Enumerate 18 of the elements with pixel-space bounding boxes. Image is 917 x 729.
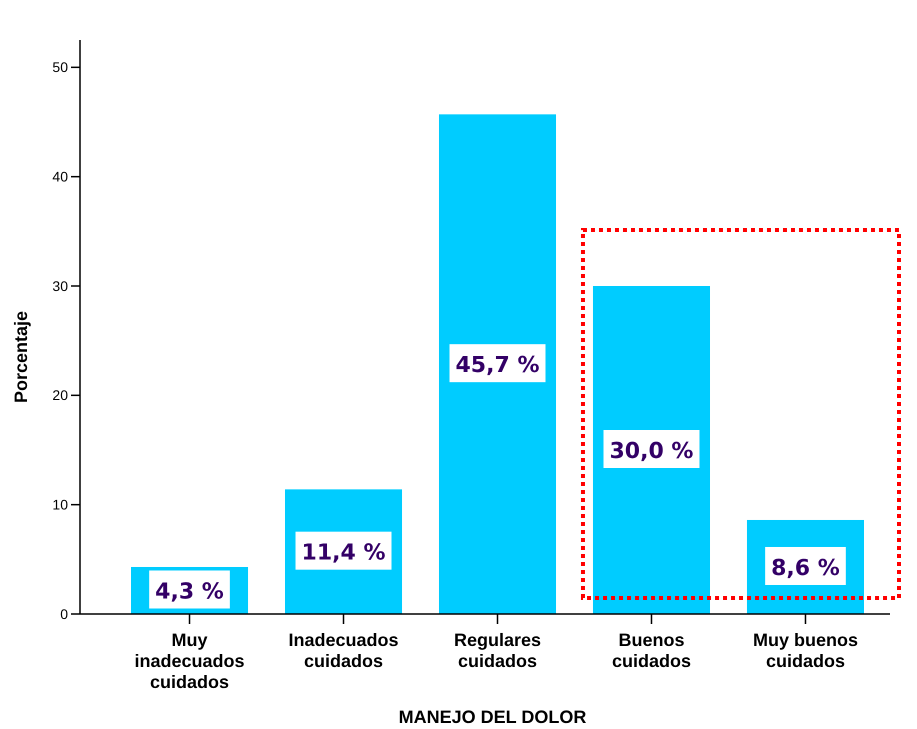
y-tick-label: 20 [52, 387, 68, 404]
y-tick-label: 40 [52, 168, 68, 185]
x-axis-title: MANEJO DEL DOLOR [398, 707, 586, 727]
x-tick-label: Muy buenos cuidados [752, 630, 858, 671]
y-tick-label: 30 [52, 278, 68, 294]
x-tick-label: Muy inadecuados cuidados [134, 630, 245, 692]
y-tick-label: 0 [60, 606, 68, 622]
data-label: 30,0 % [610, 438, 694, 464]
y-tick-label: 50 [52, 59, 68, 76]
x-tick-label: Buenos cuidados [612, 630, 691, 671]
data-label: 4,3 % [155, 579, 224, 604]
data-label: 8,6 % [771, 556, 840, 581]
data-label: 45,7 % [456, 353, 540, 378]
data-label: 11,4 % [302, 540, 386, 566]
y-tick-label: 10 [52, 496, 68, 513]
x-tick-label: Inadecuados cuidados [288, 630, 399, 671]
y-axis-title: Porcentaje [11, 310, 31, 404]
x-tick-label: Regulares cuidados [454, 630, 542, 671]
